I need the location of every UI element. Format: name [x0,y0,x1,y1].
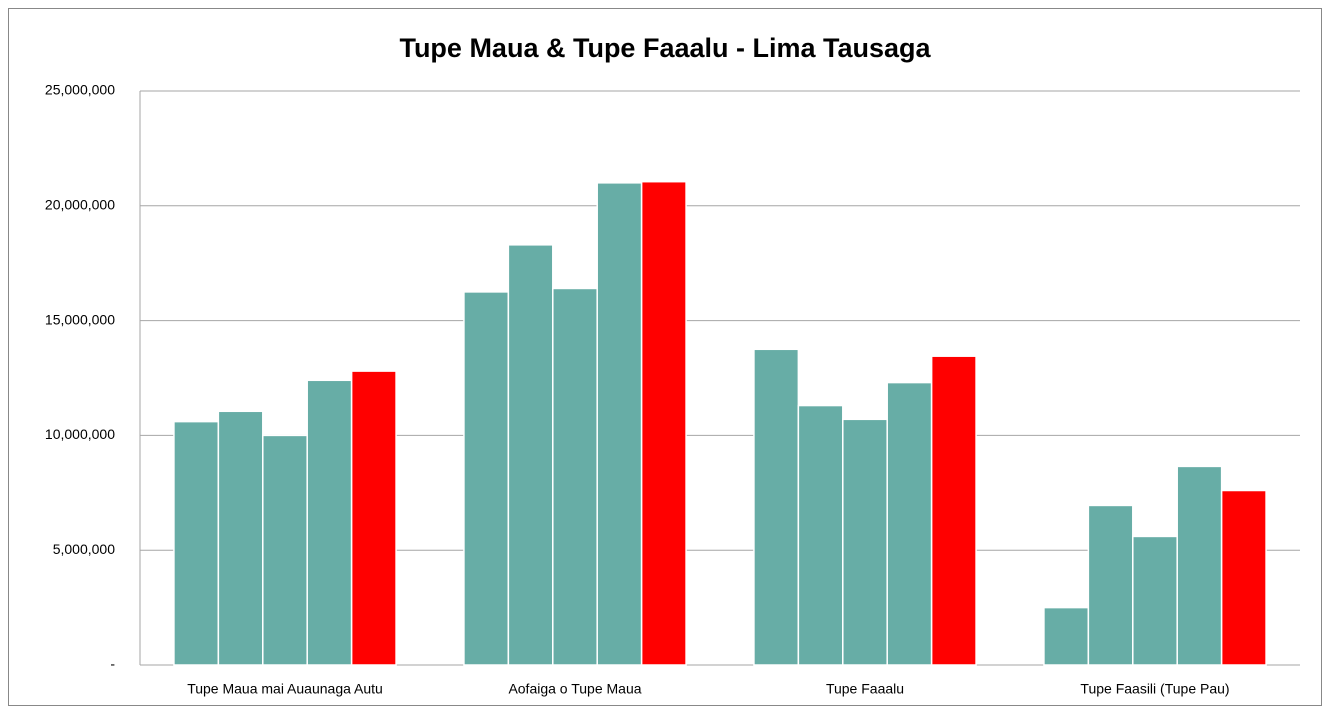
bar [350,370,397,666]
bar [930,355,977,666]
chart-title: Tupe Maua & Tupe Faaalu - Lima Tausaga [399,33,931,63]
bar [507,244,554,666]
x-tick-label: Aofaiga o Tupe Maua [508,681,641,697]
bar [596,182,643,666]
y-tick-label: 10,000,000 [45,426,115,442]
bar [463,291,510,666]
bar [753,348,800,666]
x-tick-label: Tupe Maua mai Auaunaga Autu [187,681,383,697]
bar [886,381,933,666]
bar [306,379,353,666]
bar [1132,535,1178,666]
y-tick-label: 20,000,000 [45,197,115,213]
y-tick-label: 15,000,000 [45,311,115,327]
bar [797,404,844,666]
y-tick-label: - [110,656,115,672]
x-tick-label: Tupe Faasili (Tupe Pau) [1080,681,1229,697]
bar [173,420,220,666]
bar [552,287,598,666]
y-tick-label: 5,000,000 [53,541,115,557]
bar [1220,489,1267,666]
bar [1176,465,1223,666]
bar [1043,606,1090,666]
y-tick-label: 25,000,000 [45,82,115,98]
x-tick-label: Tupe Faaalu [826,681,904,697]
bar [1087,504,1134,666]
bar [262,434,308,666]
bar [842,418,888,666]
bar [640,180,687,666]
bar [217,410,264,666]
